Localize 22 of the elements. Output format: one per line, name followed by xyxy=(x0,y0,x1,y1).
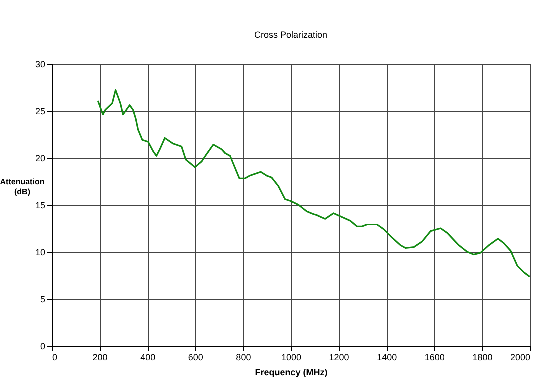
x-tick-label: 600 xyxy=(188,352,204,362)
x-tick-label: 1000 xyxy=(281,352,302,362)
y-tick-label: 10 xyxy=(35,248,46,258)
y-tick-label: 30 xyxy=(35,60,46,70)
y-tick-label: 15 xyxy=(35,200,46,210)
y-tick-label: 5 xyxy=(40,294,46,304)
x-tick-label: 400 xyxy=(140,352,156,362)
y-tick-label: 20 xyxy=(35,154,46,164)
y-tick-label: 0 xyxy=(40,342,46,352)
x-tick-label: 1600 xyxy=(424,352,445,362)
x-tick-label: 2000 xyxy=(510,352,530,362)
x-tick-label: 1800 xyxy=(472,352,493,362)
x-tick-label: 1200 xyxy=(329,352,350,362)
x-tick-label: 200 xyxy=(92,352,108,362)
chart-title: Cross Polarization xyxy=(254,30,328,40)
x-tick-label: 800 xyxy=(236,352,252,362)
x-tick-label: 1400 xyxy=(377,352,398,362)
x-tick-label: 0 xyxy=(52,352,58,362)
y-axis-title: Attenuation (dB) xyxy=(0,178,45,196)
line-series xyxy=(98,90,530,278)
y-tick-label: 25 xyxy=(35,106,46,116)
x-axis-title: Frequency (MHz) xyxy=(255,368,328,378)
